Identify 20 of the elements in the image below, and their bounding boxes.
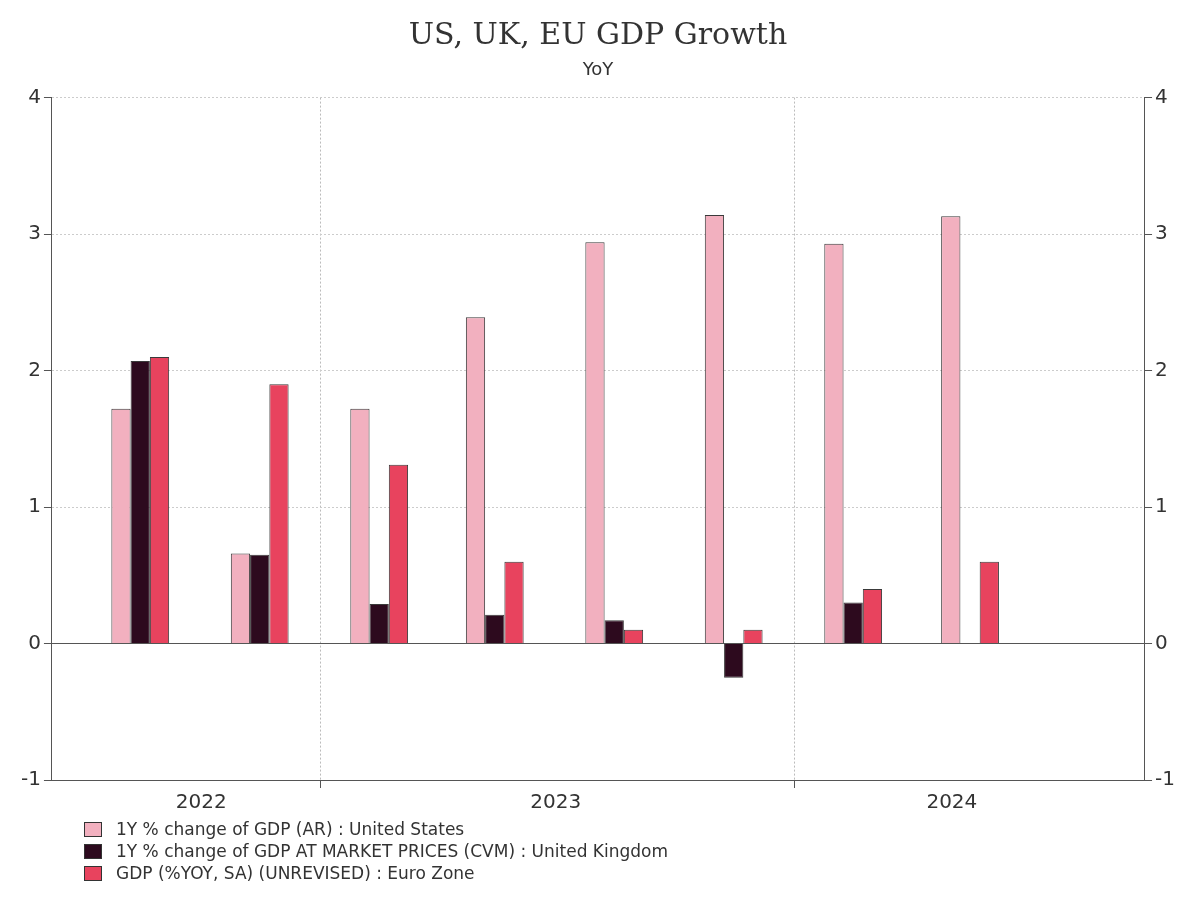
x-tick-label: 2023	[530, 789, 582, 814]
y2-tick-label: 1	[1155, 493, 1168, 518]
y-tick-label: -1	[20, 766, 41, 791]
legend-label: 1Y % change of GDP AT MARKET PRICES (CVM) : United Kingdom	[116, 840, 669, 862]
y2-tick-label: 2	[1155, 356, 1168, 381]
y2-tick-label: 0	[1155, 629, 1168, 654]
y2-tick-label: 3	[1155, 220, 1168, 245]
chart-title: US, UK, EU GDP Growth	[408, 15, 788, 51]
legend-label: 1Y % change of GDP (AR) : United States	[116, 818, 465, 840]
y-tick-label: 3	[28, 220, 41, 245]
y-tick-label: 4	[28, 83, 41, 108]
y-tick-label: 2	[28, 356, 41, 381]
x-tick-label: 2024	[926, 789, 978, 814]
legend-label: GDP (%YOY, SA) (UNREVISED) : Euro Zone	[116, 862, 475, 884]
y-tick-label: 0	[28, 629, 41, 654]
y2-tick-label: -1	[1155, 766, 1176, 791]
y2-tick-label: 4	[1155, 83, 1168, 108]
chart-subtitle: YoY	[581, 58, 615, 80]
x-tick-label: 2022	[175, 789, 227, 814]
y-tick-label: 1	[28, 493, 41, 518]
